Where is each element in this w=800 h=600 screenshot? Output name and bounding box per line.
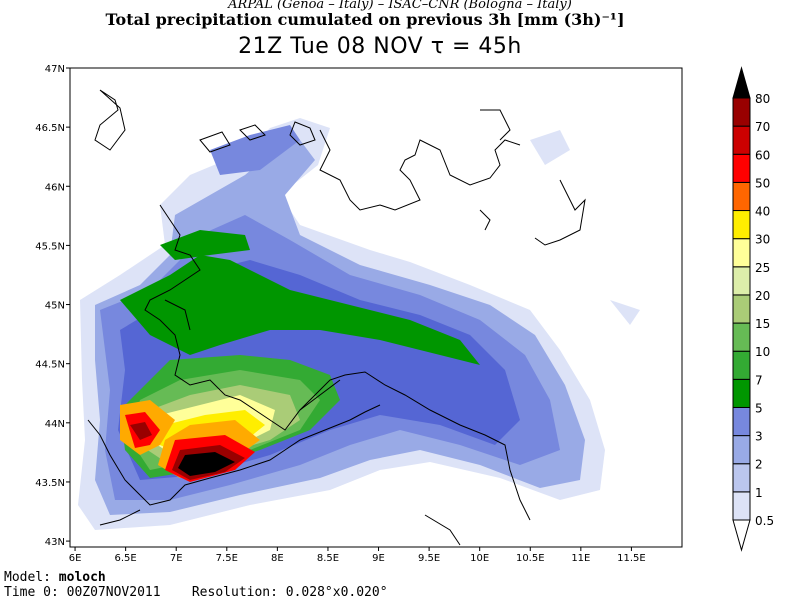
- colorbar-label: 15: [755, 317, 770, 331]
- model-value: moloch: [58, 570, 106, 585]
- footer-info: Model: moloch Time 0: 00Z07NOV2011 Resol…: [4, 570, 388, 600]
- colorbar-min-tip: [732, 519, 751, 552]
- colorbar-legend: 0.5 1 2 3 5 7 10 15 20 25 30 40 50 60 70 80: [732, 66, 774, 552]
- colorbar-label: 1: [755, 486, 763, 500]
- resolution-value: 0.028°x0.020°: [285, 585, 388, 600]
- lat-tick-label: 43.5N: [35, 478, 65, 489]
- colorbar-cell: [732, 125, 751, 155]
- colorbar-label: 25: [755, 261, 770, 275]
- lon-tick-label: 6E: [69, 553, 82, 564]
- time-label: Time 0:: [4, 585, 59, 600]
- colorbar-max-tip: [732, 66, 751, 99]
- lat-tick-label: 45N: [45, 301, 65, 312]
- colorbar-cell: [732, 322, 751, 352]
- colorbar-cell: [732, 266, 751, 296]
- model-label: Model:: [4, 570, 51, 585]
- colorbar-cell: [732, 238, 751, 268]
- lon-tick-label: 8E: [271, 553, 284, 564]
- lon-tick-label: 6.5E: [115, 553, 137, 564]
- lat-tick-label: 45.5N: [35, 241, 65, 252]
- lon-tick-label: 7E: [170, 553, 183, 564]
- colorbar-label: 40: [755, 205, 770, 219]
- map-frame: [69, 67, 683, 548]
- title-line-2: Total precipitation cumulated on previou…: [105, 10, 625, 29]
- colorbar-label: 50: [755, 176, 770, 190]
- time-value: 00Z07NOV2011: [66, 585, 161, 600]
- colorbar-label: 20: [755, 289, 770, 303]
- time-line: Time 0: 00Z07NOV2011 Resolution: 0.028°x…: [4, 585, 388, 600]
- colorbar-cell: [732, 491, 751, 521]
- colorbar-label: 7: [755, 373, 763, 387]
- lon-tick-label: 8.5E: [317, 553, 339, 564]
- lon-tick-label: 10.5E: [516, 553, 545, 564]
- lon-tick-label: 11E: [571, 553, 590, 564]
- colorbar-cell: [732, 210, 751, 240]
- lat-tick-label: 46.5N: [35, 123, 65, 134]
- model-line: Model: moloch: [4, 570, 388, 585]
- colorbar-label: 80: [755, 92, 770, 106]
- colorbar-cell: [732, 97, 751, 127]
- lon-tick-label: 11.5E: [617, 553, 646, 564]
- colorbar-cell: [732, 378, 751, 408]
- lon-tick-label: 10E: [470, 553, 489, 564]
- colorbar-cell: [732, 350, 751, 380]
- colorbar-label: 60: [755, 148, 770, 162]
- colorbar-cell: [732, 294, 751, 324]
- lat-tick-label: 43N: [45, 537, 65, 548]
- title-line-3: 21Z Tue 08 NOV τ = 45h: [238, 34, 522, 59]
- lon-tick-label: 7.5E: [216, 553, 238, 564]
- colorbar-cell: [732, 406, 751, 437]
- coastlines: [87, 89, 586, 546]
- lat-tick-label: 44.5N: [35, 360, 65, 371]
- lat-tick-label: 47N: [45, 64, 65, 75]
- lat-tick-label: 46N: [45, 182, 65, 193]
- precipitation-field: [78, 118, 640, 530]
- resolution-label: Resolution:: [191, 585, 278, 600]
- lat-tick-label: 44N: [45, 419, 65, 430]
- colorbar-cell: [732, 463, 751, 493]
- colorbar-label: 2: [755, 458, 763, 472]
- colorbar-label: 3: [755, 430, 763, 444]
- colorbar-cell: [732, 153, 751, 183]
- lon-tick-label: 9E: [372, 553, 385, 564]
- latitude-axis: 47N 46.5N 46N 45.5N 45N 44.5N 44N 43.5N 43N: [35, 64, 70, 548]
- colorbar-label: 30: [755, 233, 770, 247]
- colorbar-cell: [732, 181, 751, 212]
- colorbar-label: 5: [755, 401, 763, 415]
- longitude-axis: 6E 6.5E 7E 7.5E 8E 8.5E 9E 9.5E 10E 10.5E 11E 11.5E: [69, 547, 646, 564]
- colorbar-label: 70: [755, 120, 770, 134]
- title-line-1: ARPAL (Genoa – Italy) – ISAC–CNR (Bologn…: [228, 0, 572, 12]
- colorbar-label: 0.5: [755, 514, 774, 528]
- colorbar-cell: [732, 435, 751, 465]
- colorbar-label: 10: [755, 345, 770, 359]
- lon-tick-label: 9.5E: [418, 553, 440, 564]
